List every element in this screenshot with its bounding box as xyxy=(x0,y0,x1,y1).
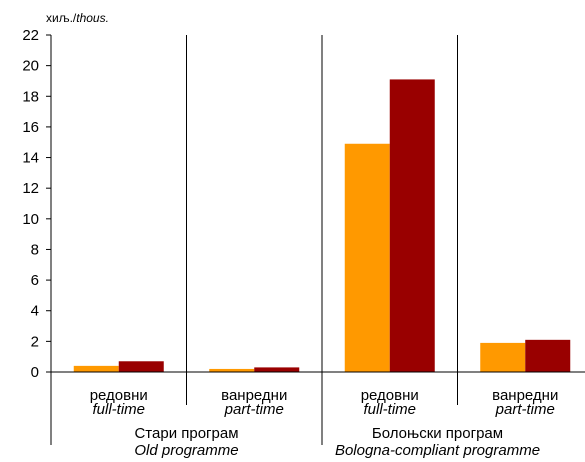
y-unit-label-latin: thous. xyxy=(76,11,109,25)
category-labels: редовниfull-timeванредниpart-timeредовни… xyxy=(90,387,559,418)
bar xyxy=(389,79,435,372)
y-tick-label: 4 xyxy=(31,303,39,320)
axes xyxy=(46,34,585,445)
y-unit-label-cyrillic: хиљ./ xyxy=(46,11,77,25)
group-label-en: Bologna-compliant programme xyxy=(335,442,540,459)
y-tick-label: 6 xyxy=(31,272,39,289)
bar xyxy=(73,365,119,372)
y-tick-label: 22 xyxy=(22,27,39,44)
category-label-en: full-time xyxy=(92,401,145,418)
y-tick-label: 20 xyxy=(22,58,39,75)
bar xyxy=(254,367,300,372)
group-label-en: Old programme xyxy=(134,442,238,459)
category-separators xyxy=(186,35,458,372)
bars xyxy=(73,79,571,372)
y-tick-label: 16 xyxy=(22,119,39,136)
category-label-en: full-time xyxy=(363,401,416,418)
y-tick-label: 14 xyxy=(22,150,39,167)
y-unit-label: хиљ./thous. xyxy=(46,11,109,25)
category-label-en: part-time xyxy=(495,401,555,418)
y-tick-labels: 0 2 4 6 8 10 12 14 16 18 20 22 xyxy=(22,27,39,381)
y-tick-label: 12 xyxy=(22,180,39,197)
bar xyxy=(480,342,526,372)
category-label: редовни xyxy=(90,387,148,404)
category-label: ванредни xyxy=(492,387,558,404)
y-tick-label: 2 xyxy=(31,333,39,350)
category-label: ванредни xyxy=(221,387,287,404)
category-label: редовни xyxy=(361,387,419,404)
y-tick-label: 10 xyxy=(22,211,39,228)
y-tick-label: 0 xyxy=(31,364,39,381)
category-label-en: part-time xyxy=(224,401,284,418)
group-label: Болоњски програм xyxy=(372,425,503,442)
bar xyxy=(209,368,255,372)
bar xyxy=(118,361,164,372)
group-label: Стари програм xyxy=(134,425,238,442)
bar xyxy=(344,143,390,372)
bar xyxy=(525,339,571,372)
y-tick-label: 8 xyxy=(31,241,39,258)
y-tick-label: 18 xyxy=(22,88,39,105)
